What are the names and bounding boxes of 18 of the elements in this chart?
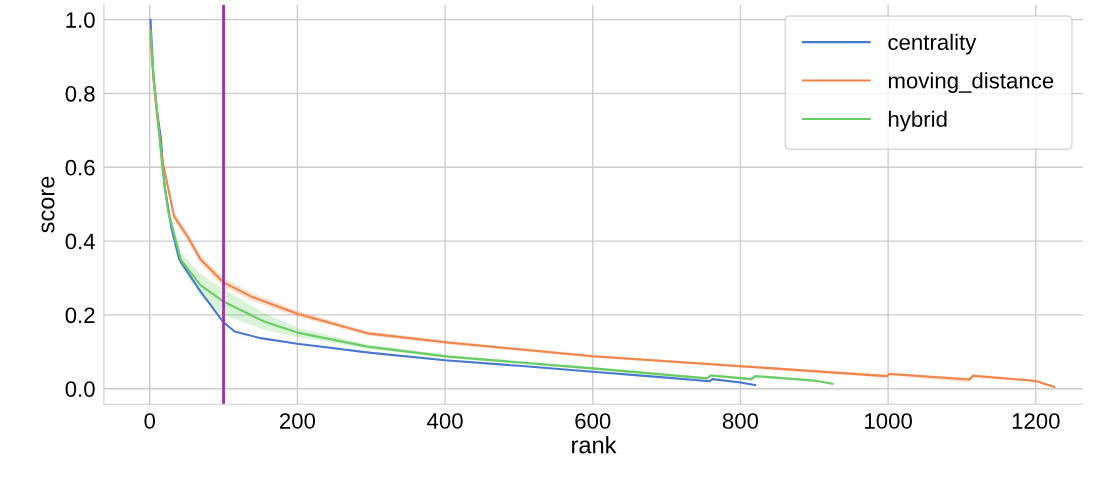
x-tick-label: 400	[427, 413, 463, 429]
y-tick-label: 0.6	[65, 159, 95, 176]
y-axis-title: score	[41, 176, 55, 233]
x-axis-title: rank	[572, 436, 617, 454]
y-tick-label: 0.8	[65, 85, 95, 102]
x-tick-label: 200	[279, 413, 316, 429]
legend-label: moving_distance	[888, 72, 1054, 93]
x-tick-label: 600	[575, 413, 611, 429]
y-tick-label: 1.0	[66, 12, 95, 28]
x-tick-label: 0	[144, 413, 156, 429]
y-tick-label: 0.2	[65, 307, 95, 324]
y-tick-label: 0.4	[65, 233, 95, 250]
x-tick-label: 1200	[1012, 413, 1060, 429]
x-tick-label: 800	[722, 413, 759, 429]
legend-label: centrality	[888, 33, 977, 55]
x-tick-label: 1000	[865, 413, 912, 429]
legend-label: hybrid	[888, 110, 947, 132]
y-tick-label: 0.0	[65, 381, 95, 397]
